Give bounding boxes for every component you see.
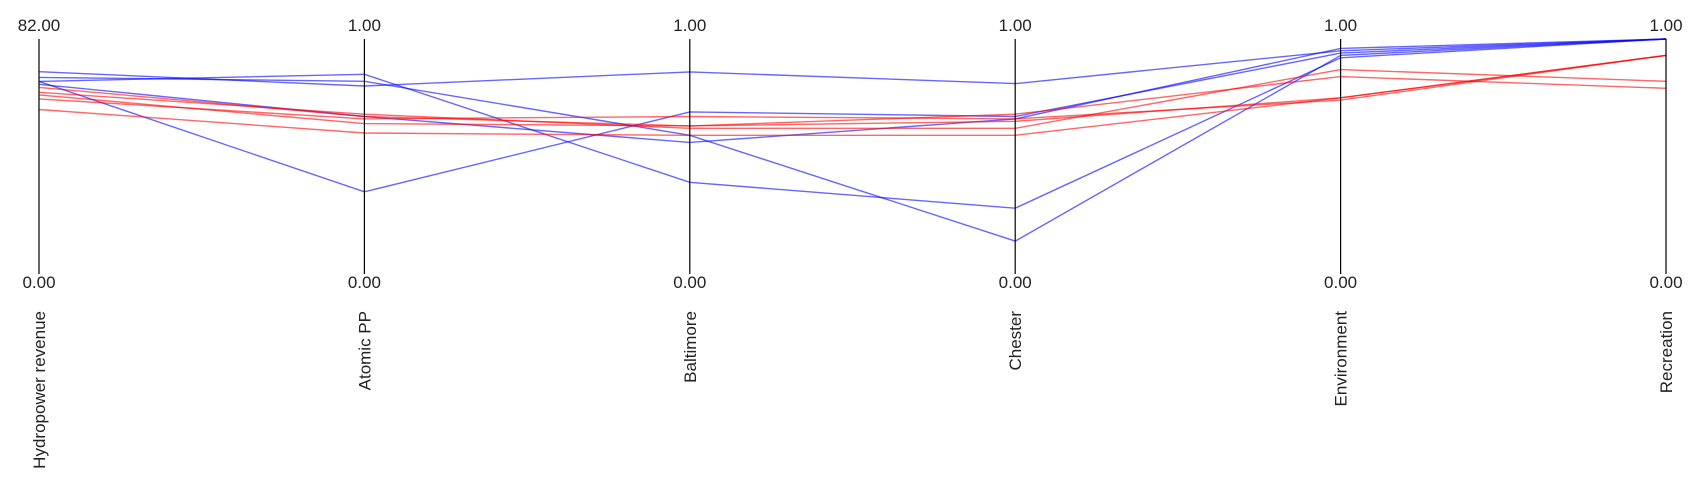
axis-max-label: 1.00 [999,16,1032,35]
axis-name: Recreation [1657,311,1676,393]
axis-3: 1.00 0.00 Baltimore [673,16,706,383]
axis-name: Chester [1006,311,1025,371]
axis-2: 1.00 0.00 Atomic PP [348,16,381,390]
series-line-3 [38,38,1667,193]
series-lines [38,38,1667,242]
axis-min-label: 0.00 [1324,273,1357,292]
axis-6: 1.00 0.00 Recreation [1649,16,1682,393]
series-line-6 [38,54,1667,120]
axis-min-label: 0.00 [673,273,706,292]
series-line-2 [38,38,1667,242]
axis-name: Hydropower revenue [30,311,49,469]
axis-max-label: 82.00 [18,16,61,35]
axis-min-label: 0.00 [22,273,55,292]
axis-5: 1.00 0.00 Environment [1324,16,1357,406]
axis-name: Atomic PP [355,311,374,390]
series-line-9 [38,75,1667,127]
series-line-7 [38,54,1667,127]
series-line-10 [38,54,1667,137]
axis-max-label: 1.00 [348,16,381,35]
series-line-1 [38,38,1667,209]
axis-4: 1.00 0.00 Chester [999,16,1032,371]
axis-min-label: 0.00 [1649,273,1682,292]
axis-min-label: 0.00 [999,273,1032,292]
axis-1: 82.00 0.00 Hydropower revenue [18,16,61,469]
axis-name: Environment [1332,311,1351,407]
series-line-8 [38,68,1667,130]
axis-name: Baltimore [681,311,700,383]
axis-max-label: 1.00 [1324,16,1357,35]
axis-max-label: 1.00 [673,16,706,35]
series-line-4 [38,38,1667,87]
axis-min-label: 0.00 [348,273,381,292]
axis-max-label: 1.00 [1649,16,1682,35]
